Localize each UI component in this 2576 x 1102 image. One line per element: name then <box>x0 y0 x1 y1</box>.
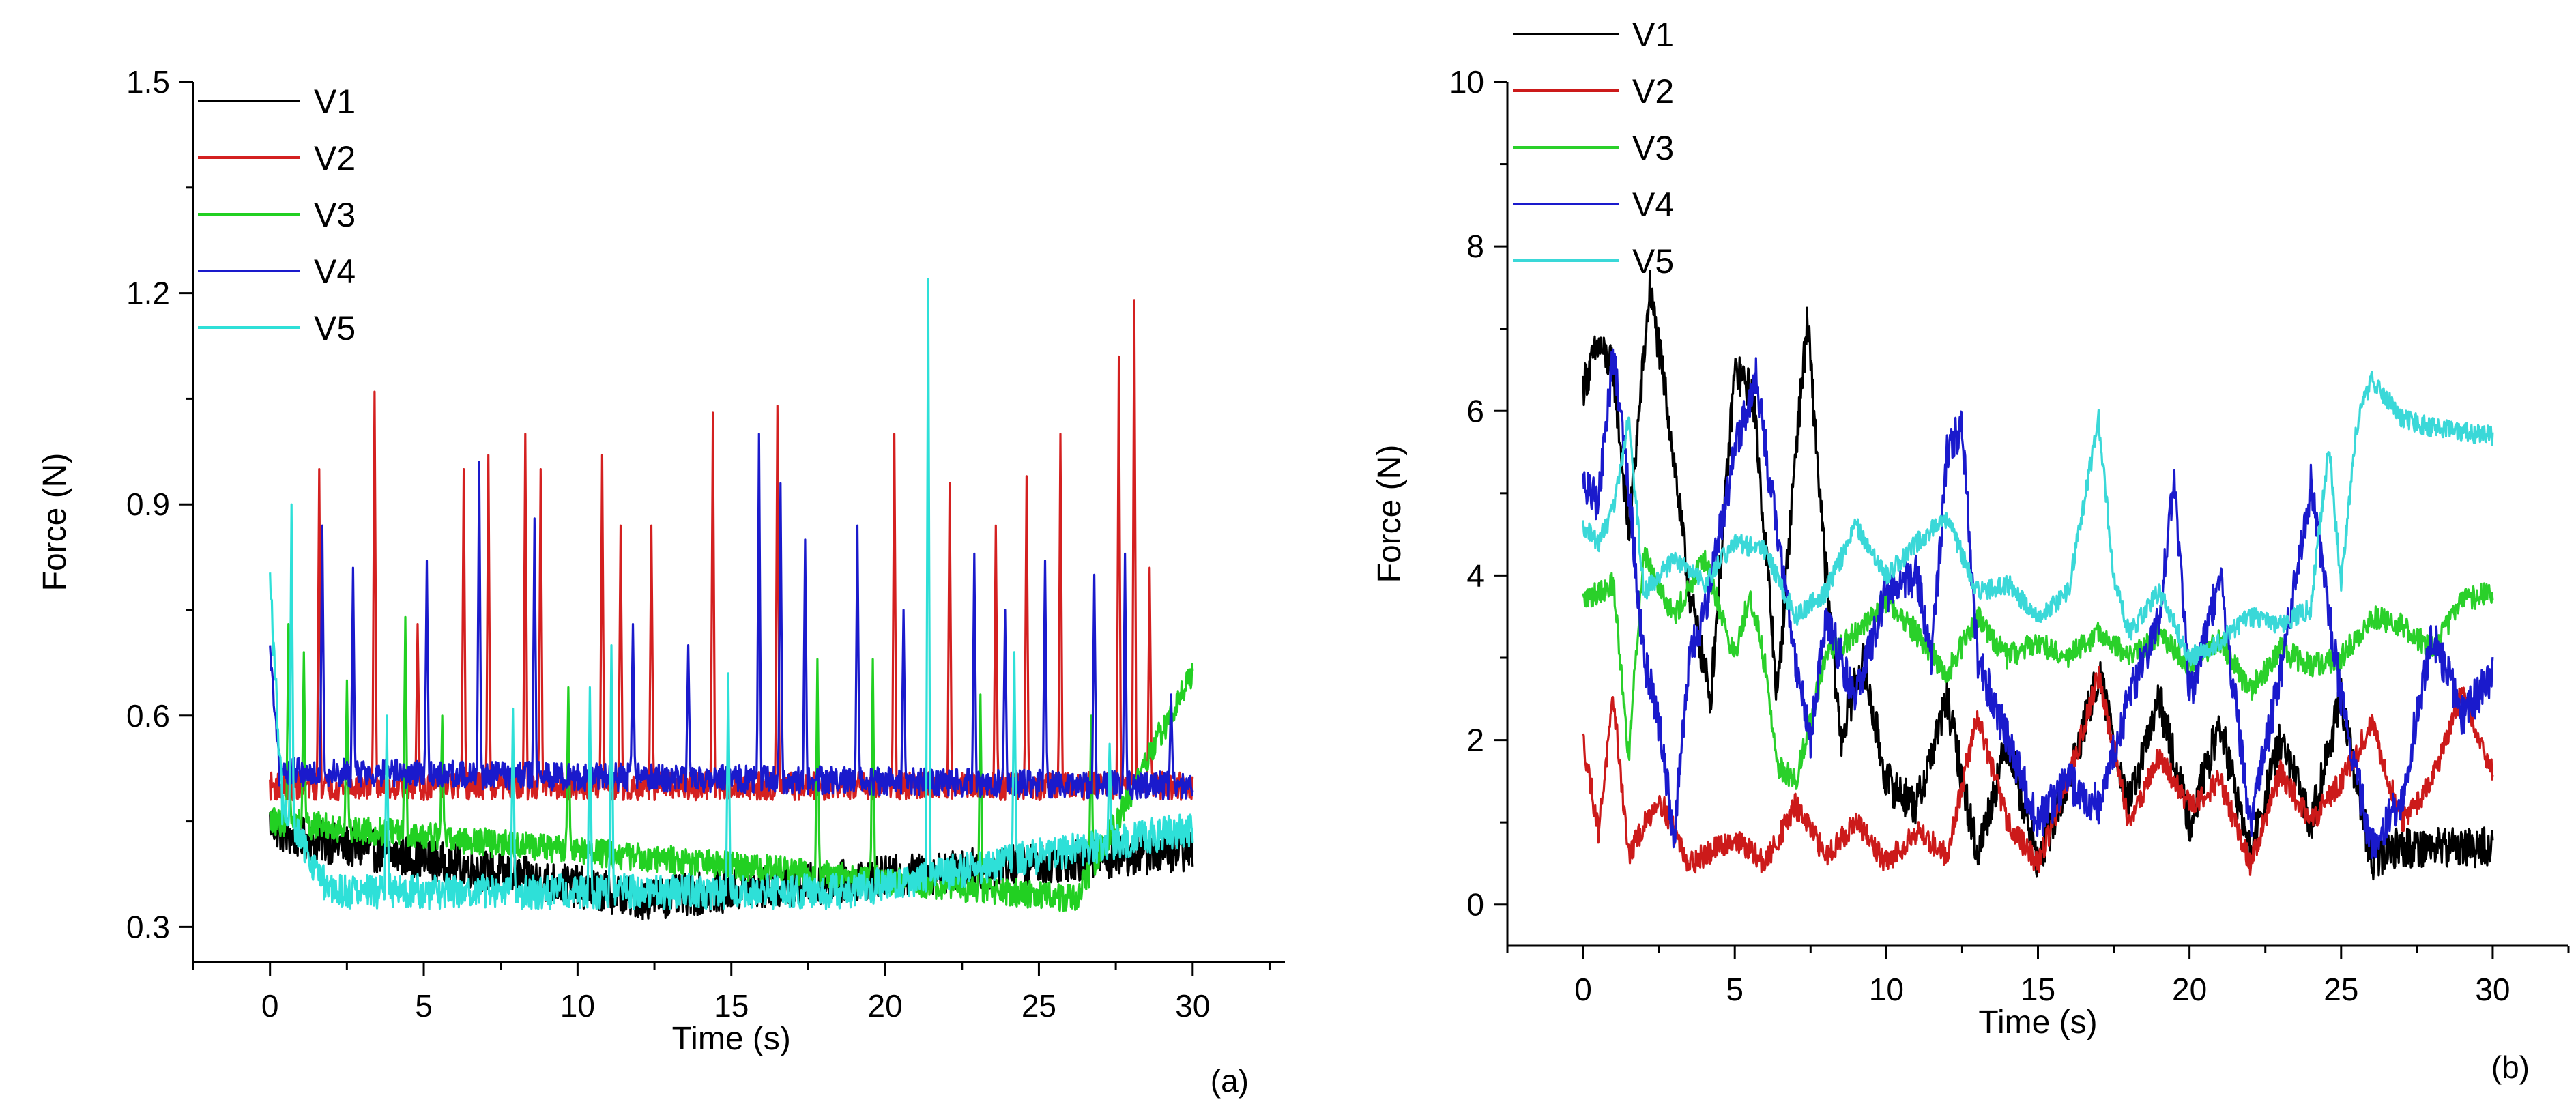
series-line-v2 <box>1582 665 2494 876</box>
series-line-v4 <box>1582 348 2494 859</box>
x-axis-title: Time (s) <box>672 1021 791 1057</box>
x-tick-label: 5 <box>415 988 433 1024</box>
legend-label-v3: V3 <box>314 196 356 234</box>
y-tick-label: 4 <box>1466 557 1484 593</box>
y-tick-label: 0 <box>1466 887 1484 923</box>
chart-panel-b: 0 5 10 15 20 25 30 0 2 4 6 8 10 Time (s) Force (N) (b) V… <box>1372 16 2570 1085</box>
series-line-v5 <box>269 278 1194 911</box>
legend-label-v2: V2 <box>1632 72 1674 111</box>
series-line-v1 <box>1582 270 2494 881</box>
x-tick-label: 10 <box>560 988 595 1024</box>
y-tick-label: 0.3 <box>126 909 170 944</box>
x-tick-label: 5 <box>1726 972 1743 1007</box>
x-tick-label: 20 <box>2172 972 2207 1007</box>
y-tick-label: 0.9 <box>126 487 170 522</box>
x-tick-label: 15 <box>714 988 749 1024</box>
series-line-v5 <box>1582 371 2494 667</box>
legend: V1 V2 V3 V4 V5 <box>198 83 356 347</box>
x-tick-label: 20 <box>867 988 902 1024</box>
series-line-v3 <box>269 615 1194 912</box>
legend-label-v2: V2 <box>314 139 356 177</box>
series-line-v4 <box>269 433 1194 800</box>
y-tick-label: 0.6 <box>126 698 170 734</box>
legend-label-v4: V4 <box>314 252 356 291</box>
legend: V1 V2 V3 V4 V5 <box>1513 16 1674 280</box>
series-line-v2 <box>269 299 1194 802</box>
panel-label: (a) <box>1211 1063 1249 1099</box>
legend-label-v5: V5 <box>314 309 356 347</box>
y-tick-label: 1.2 <box>126 276 170 311</box>
y-tick-label: 8 <box>1466 229 1484 264</box>
legend-label-v1: V1 <box>1632 16 1674 54</box>
x-tick-label: 15 <box>2021 972 2055 1007</box>
x-tick-label: 10 <box>1869 972 1904 1007</box>
series-line-v3 <box>1582 547 2494 790</box>
legend-label-v1: V1 <box>314 83 356 121</box>
x-axis-title: Time (s) <box>1978 1004 2097 1041</box>
y-axis-title: Force (N) <box>37 453 73 592</box>
x-tick-label: 30 <box>1175 988 1210 1024</box>
legend-label-v4: V4 <box>1632 186 1674 224</box>
x-tick-label: 25 <box>1022 988 1056 1024</box>
legend-label-v3: V3 <box>1632 129 1674 167</box>
y-tick-label: 2 <box>1466 723 1484 758</box>
legend-label-v5: V5 <box>1632 242 1674 280</box>
x-tick-label: 0 <box>1574 972 1592 1007</box>
x-tick-label: 30 <box>2475 972 2510 1007</box>
panel-label: (b) <box>2491 1049 2530 1085</box>
y-tick-label: 10 <box>1449 64 1484 100</box>
x-tick-label: 25 <box>2324 972 2358 1007</box>
chart-panel-a: 0 5 10 15 20 25 30 0.3 0.6 0.9 1.2 1.5 Time (s) Force… <box>37 64 1285 1099</box>
y-tick-label: 6 <box>1466 393 1484 429</box>
y-tick-label: 1.5 <box>126 64 170 100</box>
y-axis-title: Force (N) <box>1372 445 1408 583</box>
x-tick-label: 0 <box>261 988 279 1024</box>
